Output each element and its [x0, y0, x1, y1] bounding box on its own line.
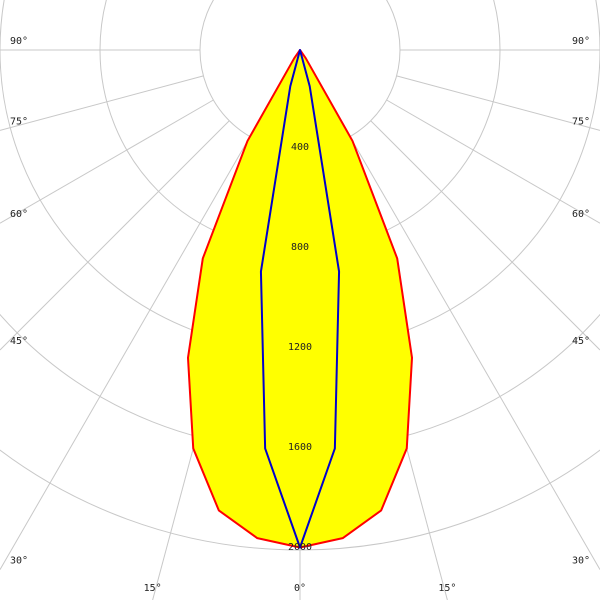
angle-label: 15° — [438, 583, 456, 594]
angle-label: 45° — [10, 336, 28, 347]
angle-label: 30° — [10, 556, 28, 567]
angle-label: 30° — [572, 556, 590, 567]
radial-tick-label: 1600 — [288, 442, 312, 453]
grid-line — [370, 120, 600, 351]
radial-tick-label: 2000 — [288, 542, 312, 553]
angle-label: 60° — [10, 209, 28, 220]
angle-label: 0° — [294, 583, 306, 594]
angle-label: 60° — [572, 209, 590, 220]
grid-line — [0, 99, 214, 224]
angle-label: 75° — [572, 116, 590, 127]
intensity-curve — [259, 49, 341, 549]
grid-line — [0, 136, 251, 570]
radial-tick-label: 800 — [291, 242, 309, 253]
angle-label: 45° — [572, 336, 590, 347]
angle-label: 90° — [10, 36, 28, 47]
grid-line — [396, 75, 600, 131]
radial-tick-label: 1200 — [288, 342, 312, 353]
grid-line — [0, 75, 204, 131]
grid-line — [349, 136, 600, 570]
grid-line — [386, 99, 600, 224]
radial-tick-label: 400 — [291, 142, 309, 153]
grid-line — [0, 120, 230, 351]
intensity-curve — [186, 49, 414, 549]
angle-label: 15° — [144, 583, 162, 594]
angle-label: 90° — [572, 36, 590, 47]
angle-label: 75° — [10, 116, 28, 127]
